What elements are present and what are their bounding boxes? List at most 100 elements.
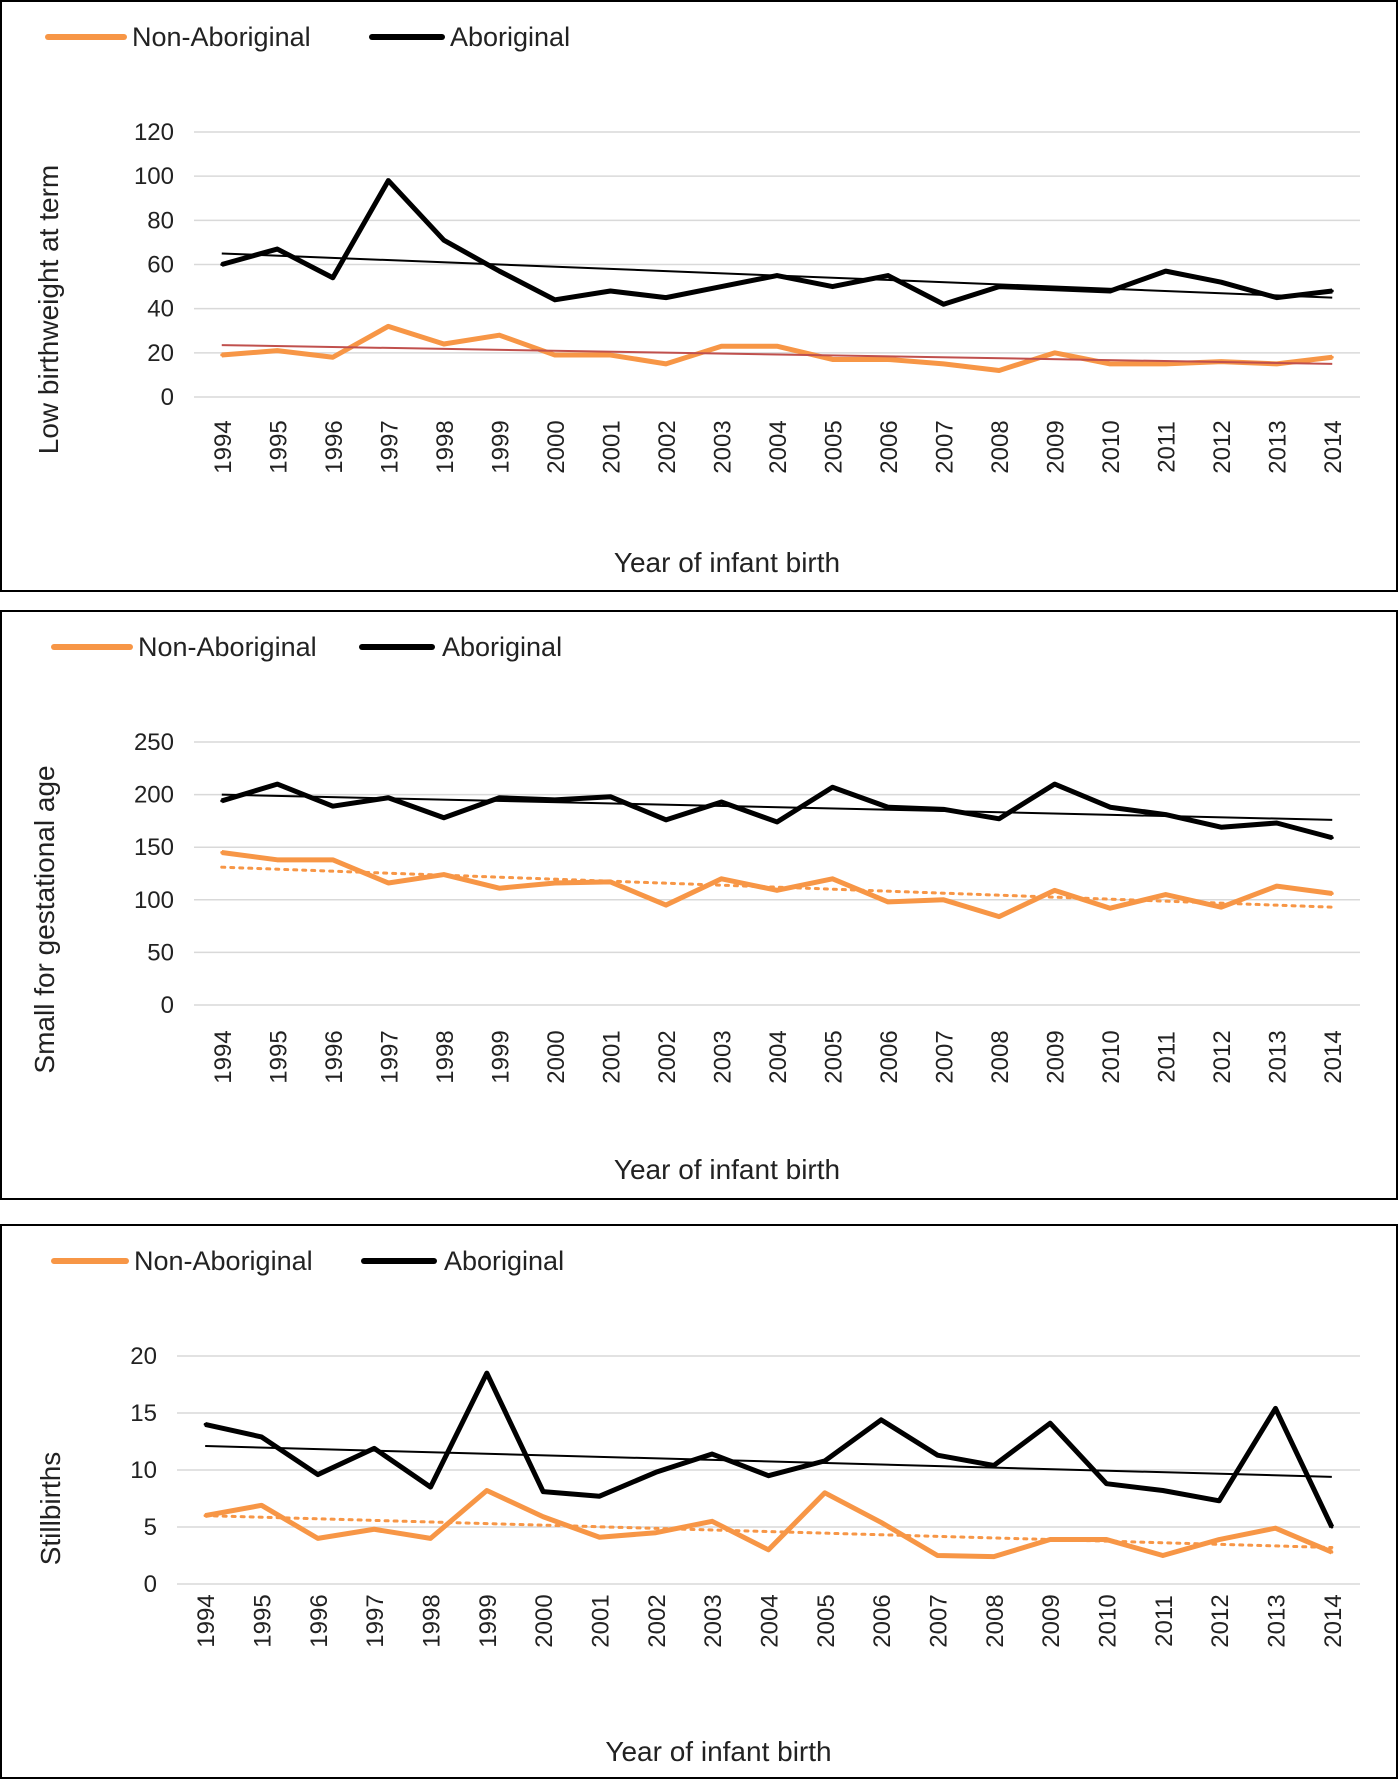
y-tick-label: 100 [134,163,174,190]
data-point-aboriginal [429,1485,432,1489]
legend-label: Aboriginal [442,632,562,662]
data-point-non-aboriginal [331,355,335,359]
data-point-non-aboriginal [541,1515,545,1519]
data-point-non-aboriginal [879,1520,883,1524]
data-point-non-aboriginal [1164,893,1168,897]
data-point-aboriginal [1164,269,1168,273]
data-point-aboriginal [1105,1482,1108,1486]
data-point-non-aboriginal [553,881,557,885]
y-axis-title: Stillbirths [35,1452,66,1566]
x-tick-label: 2005 [821,420,848,473]
data-point-non-aboriginal [997,369,1001,372]
y-tick-label: 15 [130,1400,157,1427]
x-tick-label: 1994 [193,1594,220,1647]
y-axis-title: Low birthweight at term [33,165,64,454]
trendline-aboriginal [221,793,1333,821]
data-point-aboriginal [598,1494,601,1498]
x-tick-label: 2002 [654,1030,681,1083]
data-point-non-aboriginal [1219,905,1223,909]
data-point-aboriginal [1048,1421,1052,1425]
x-tick-label: 1998 [432,420,459,473]
data-point-aboriginal [220,263,224,266]
data-point-non-aboriginal [654,1531,658,1535]
data-point-aboriginal [710,1452,714,1456]
x-tick-label: 2010 [1095,1594,1122,1647]
data-point-non-aboriginal [719,877,723,881]
x-tick-label: 1996 [321,420,348,473]
x-tick-label: 2010 [1098,1030,1125,1083]
legend-label: Aboriginal [444,1246,564,1276]
data-point-aboriginal [220,799,224,803]
x-tick-label: 2006 [869,1594,896,1647]
data-point-non-aboriginal [497,333,501,337]
x-axis-title: Year of infant birth [614,1154,840,1185]
y-tick-label: 5 [144,1514,157,1541]
data-point-aboriginal [497,796,501,800]
trendline-aboriginal [221,252,1333,299]
data-point-non-aboriginal [275,858,279,862]
x-tick-label: 2000 [543,420,570,473]
x-tick-label: 2000 [543,1030,570,1083]
data-point-non-aboriginal [997,915,1001,919]
x-tick-label: 2007 [932,420,959,473]
y-axis-title: Small for gestational age [29,765,60,1073]
x-tick-label: 2012 [1207,1594,1234,1647]
trendline-non-aboriginal [220,865,1334,909]
small-for-gestational-age-chart: 0 50 100 150 200 250 1994 1995 1996 1997 1998 1999 2… [29,632,1360,1185]
x-tick-label: 1994 [210,1030,237,1083]
y-tick-label: 20 [130,1343,157,1370]
x-tick-label: 1996 [321,1030,348,1083]
data-point-aboriginal [331,804,335,808]
y-tick-label: 50 [147,939,174,966]
x-tick-label: 2007 [926,1594,953,1647]
chart-panel-stillbirths: 0 5 10 15 20 1994 1995 1996 1997 1998 1999 2000 2001… [0,1224,1398,1779]
data-point-aboriginal [275,247,279,251]
x-tick-label: 2008 [987,420,1014,473]
data-point-non-aboriginal [598,1535,601,1539]
x-tick-label: 2013 [1265,420,1292,473]
data-point-non-aboriginal [316,1536,320,1540]
x-tick-label: 1995 [250,1594,277,1647]
x-tick-label: 2009 [1043,1030,1070,1083]
x-tick-label: 2006 [876,1030,903,1083]
data-point-aboriginal [719,285,723,289]
x-tick-label: 2001 [598,1030,625,1083]
data-point-non-aboriginal [442,342,446,346]
series-line-aboriginal [221,178,1333,307]
trendline-aboriginal [205,1445,1332,1478]
data-point-non-aboriginal [372,1527,376,1531]
data-point-non-aboriginal [775,888,779,892]
data-point-non-aboriginal [664,362,668,366]
data-point-aboriginal [992,1463,996,1467]
data-point-aboriginal [608,795,612,799]
data-point-aboriginal [1275,821,1279,825]
data-point-non-aboriginal [1330,355,1334,359]
data-point-non-aboriginal [1330,1550,1334,1554]
data-point-aboriginal [1330,289,1334,293]
data-point-non-aboriginal [664,903,668,907]
data-point-aboriginal [767,1474,770,1478]
y-tick-label: 200 [134,782,174,809]
y-tick-label: 10 [130,1457,157,1484]
x-tick-label: 2003 [700,1594,727,1647]
data-point-non-aboriginal [331,858,335,862]
y-tick-label: 20 [147,340,174,367]
x-tick-label: 1999 [487,1030,514,1083]
x-tick-label: 2003 [709,1030,736,1083]
data-point-aboriginal [831,785,835,789]
y-tick-label: 100 [134,887,174,914]
data-point-non-aboriginal [275,349,279,353]
data-point-aboriginal [997,285,1001,289]
data-point-aboriginal [1330,836,1334,840]
y-tick-label: 250 [134,729,174,756]
data-point-non-aboriginal [710,1519,714,1523]
y-tick-label: 60 [147,252,174,279]
y-tick-label: 150 [134,834,174,861]
x-tick-label: 2010 [1098,420,1125,473]
x-tick-label: 1996 [306,1594,333,1647]
data-point-aboriginal [1219,825,1223,829]
data-point-non-aboriginal [608,353,612,357]
data-point-non-aboriginal [719,344,723,348]
data-point-aboriginal [1108,289,1112,293]
x-tick-label: 2002 [654,420,681,473]
